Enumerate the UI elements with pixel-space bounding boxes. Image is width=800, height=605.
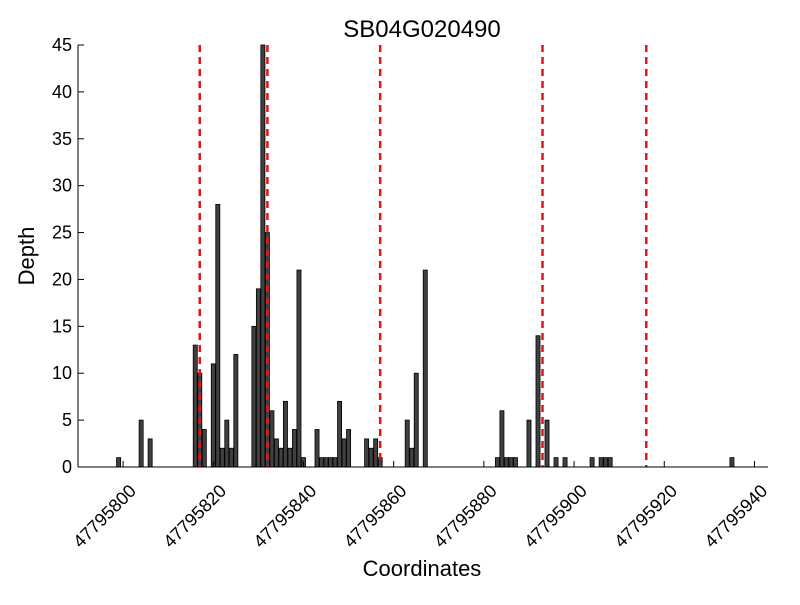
bar — [607, 457, 613, 468]
x-axis-label: Coordinates — [363, 556, 482, 581]
bar — [589, 457, 595, 468]
y-axis-label: Depth — [14, 227, 39, 286]
bar — [228, 447, 234, 468]
bar — [273, 438, 279, 468]
bar — [729, 457, 735, 468]
x-tick-label: 47795840 — [250, 481, 321, 552]
x-tick-label: 47795880 — [430, 481, 501, 552]
bar — [269, 410, 275, 468]
x-tick-label: 47795820 — [159, 481, 230, 552]
bar — [535, 335, 541, 468]
chart-title: SB04G020490 — [343, 16, 500, 43]
bar — [215, 204, 221, 468]
bar — [210, 363, 216, 468]
bar — [251, 325, 257, 468]
bar — [138, 419, 144, 468]
bar — [283, 400, 288, 468]
bar — [323, 457, 329, 468]
bar — [598, 457, 604, 468]
bar — [314, 429, 320, 468]
bar — [328, 457, 333, 468]
bar — [260, 44, 266, 468]
bar — [513, 457, 518, 468]
bar — [413, 372, 419, 468]
y-tick-label: 40 — [52, 82, 72, 102]
y-tick-label: 35 — [52, 129, 72, 149]
bar — [508, 457, 514, 468]
bars-layer — [116, 44, 735, 468]
y-tick-label: 30 — [52, 176, 72, 196]
y-tick-label: 0 — [62, 457, 72, 477]
bar — [337, 400, 343, 468]
bar — [292, 429, 297, 468]
x-tick-label: 47795900 — [520, 481, 591, 552]
bar — [364, 438, 370, 468]
x-tick-label: 47795940 — [701, 481, 772, 552]
bar — [603, 457, 609, 468]
bar — [224, 419, 230, 468]
axes-layer — [77, 45, 768, 468]
bar — [192, 344, 198, 468]
x-tick-label: 47795800 — [69, 481, 140, 552]
bar — [287, 447, 293, 468]
reference-lines-layer — [198, 45, 648, 467]
bar — [341, 438, 347, 468]
bar — [526, 419, 532, 468]
bar — [116, 457, 122, 468]
y-tick-label: 15 — [52, 316, 72, 336]
bar — [319, 457, 324, 468]
bar — [296, 269, 302, 468]
y-tick-label: 20 — [52, 269, 72, 289]
y-tick-label: 25 — [52, 223, 72, 243]
bar — [503, 457, 509, 468]
bar — [404, 419, 410, 468]
bar — [278, 447, 284, 468]
bar — [562, 457, 568, 468]
bar — [409, 447, 415, 468]
bar — [332, 457, 338, 468]
bar — [346, 429, 352, 468]
y-tick-label: 45 — [52, 35, 72, 55]
bar — [233, 354, 239, 468]
bar — [147, 438, 153, 468]
x-tick-label: 47795920 — [610, 481, 681, 552]
x-tick-label: 47795860 — [340, 481, 411, 552]
x-ticks: 47795800 47795820 47795840 47795860 47795880… — [69, 461, 771, 552]
y-tick-label: 10 — [52, 363, 72, 383]
bar — [219, 447, 225, 468]
bar — [368, 447, 374, 468]
bar — [255, 288, 261, 468]
y-tick-label: 5 — [62, 410, 72, 430]
bar — [494, 457, 500, 468]
bar — [373, 438, 379, 468]
bar — [201, 429, 207, 468]
bar — [499, 410, 505, 468]
bar — [553, 457, 559, 468]
bar — [422, 269, 428, 468]
y-ticks: 0 5 10 15 20 25 30 35 40 45 — [52, 35, 84, 477]
bar — [544, 419, 550, 468]
